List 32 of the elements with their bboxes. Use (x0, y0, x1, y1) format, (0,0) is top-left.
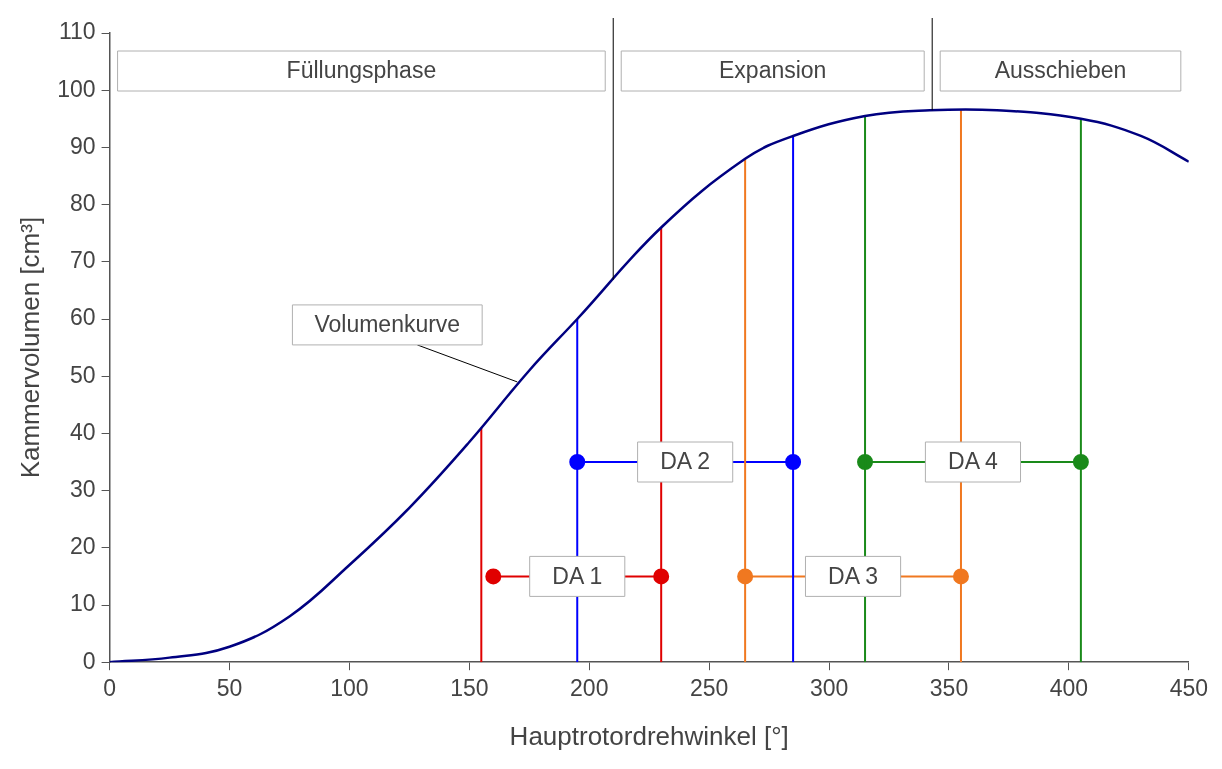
x-tick-label: 150 (450, 675, 489, 702)
x-tick-label: 100 (330, 675, 369, 702)
annotation: DA 1 (552, 562, 603, 589)
y-axis-title: Kammervolumen [cm³] (14, 216, 45, 479)
y-tick-label: 70 (69, 247, 96, 274)
y-tick-label: 100 (57, 75, 96, 102)
x-tick-label: 200 (570, 675, 609, 702)
y-tick-label: 0 (82, 647, 96, 674)
y-tick-label: 90 (69, 132, 96, 159)
x-tick-label: 0 (103, 675, 116, 702)
y-tick-label: 20 (69, 533, 96, 560)
x-tick-label: 350 (929, 675, 969, 702)
annotation: DA 2 (660, 448, 711, 475)
annotation: Ausschieben (994, 57, 1127, 84)
y-tick-label: 40 (69, 418, 96, 445)
annotation: Volumenkurve (314, 311, 461, 338)
y-tick-label: 10 (69, 590, 96, 617)
y-tick-label: 30 (69, 475, 96, 502)
x-tick-label: 300 (809, 675, 849, 702)
y-tick-label: 60 (69, 304, 96, 331)
annotation: DA 4 (948, 448, 999, 475)
annotation: DA 3 (828, 562, 878, 589)
annotation: Expansion (719, 57, 827, 84)
y-tick-label: 50 (69, 361, 96, 388)
y-tick-label: 110 (58, 18, 96, 45)
x-tick-label: 450 (1169, 675, 1208, 702)
x-tick-label: 400 (1049, 675, 1089, 702)
annotation: Füllungsphase (286, 57, 437, 84)
x-axis-title: Hauptrotordrehwinkel [°] (509, 720, 789, 751)
y-tick-label: 80 (69, 189, 96, 216)
x-tick-label: 50 (216, 675, 243, 702)
x-tick-label: 250 (689, 675, 729, 702)
